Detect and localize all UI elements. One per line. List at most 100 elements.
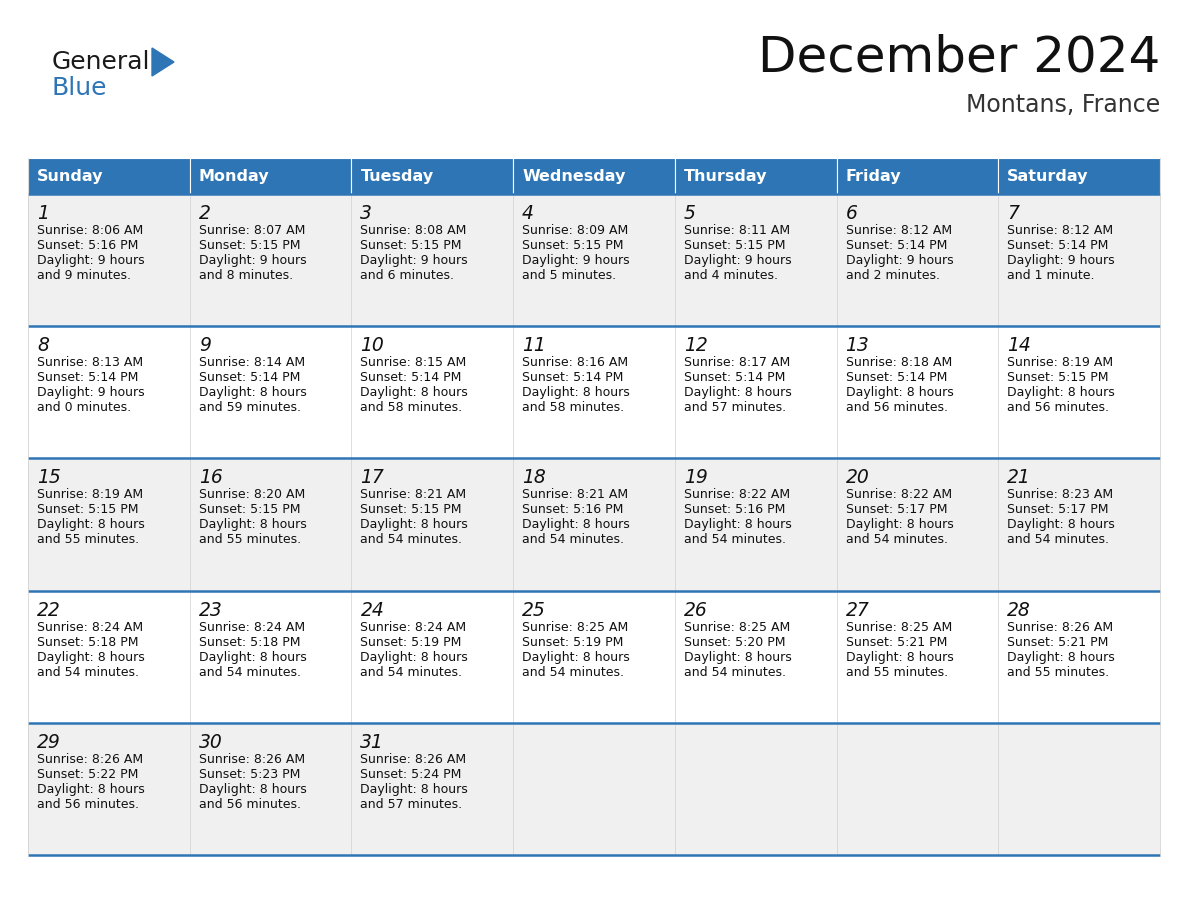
Text: and 54 minutes.: and 54 minutes. [1007, 533, 1110, 546]
Bar [836, 326, 998, 458]
Text: Daylight: 8 hours: Daylight: 8 hours [360, 783, 468, 796]
Text: Sunset: 5:15 PM: Sunset: 5:15 PM [523, 239, 624, 252]
Bar [190, 158, 352, 194]
Text: Sunrise: 8:07 AM: Sunrise: 8:07 AM [198, 224, 305, 237]
Text: Daylight: 8 hours: Daylight: 8 hours [37, 783, 145, 796]
Text: 29: 29 [37, 733, 61, 752]
Bar [998, 722, 1159, 855]
Text: 28: 28 [1007, 600, 1031, 620]
Text: Daylight: 8 hours: Daylight: 8 hours [1007, 519, 1116, 532]
Text: Sunrise: 8:26 AM: Sunrise: 8:26 AM [360, 753, 467, 766]
Text: and 54 minutes.: and 54 minutes. [37, 666, 139, 678]
Bar [513, 590, 675, 722]
Text: 7: 7 [1007, 204, 1019, 223]
Text: Sunrise: 8:22 AM: Sunrise: 8:22 AM [846, 488, 952, 501]
Bar [29, 158, 190, 194]
Text: Daylight: 9 hours: Daylight: 9 hours [37, 254, 145, 267]
Bar [352, 722, 513, 855]
Text: Sunset: 5:15 PM: Sunset: 5:15 PM [360, 503, 462, 517]
Bar [998, 326, 1159, 458]
Text: Sunset: 5:21 PM: Sunset: 5:21 PM [1007, 635, 1108, 649]
Text: 3: 3 [360, 204, 372, 223]
Text: 22: 22 [37, 600, 61, 620]
Text: Friday: Friday [846, 170, 902, 185]
Text: and 54 minutes.: and 54 minutes. [360, 666, 462, 678]
Text: Daylight: 8 hours: Daylight: 8 hours [684, 519, 791, 532]
Text: Sunrise: 8:25 AM: Sunrise: 8:25 AM [684, 621, 790, 633]
Text: Daylight: 8 hours: Daylight: 8 hours [198, 651, 307, 664]
Text: 11: 11 [523, 336, 546, 355]
Text: Sunset: 5:16 PM: Sunset: 5:16 PM [37, 239, 138, 252]
Text: 30: 30 [198, 733, 222, 752]
Text: December 2024: December 2024 [758, 34, 1159, 82]
Bar [675, 458, 836, 590]
Text: 16: 16 [198, 468, 222, 487]
Bar [190, 590, 352, 722]
Text: and 57 minutes.: and 57 minutes. [360, 798, 462, 811]
Text: Sunrise: 8:08 AM: Sunrise: 8:08 AM [360, 224, 467, 237]
Text: and 55 minutes.: and 55 minutes. [37, 533, 139, 546]
Text: Sunrise: 8:12 AM: Sunrise: 8:12 AM [846, 224, 952, 237]
Text: 10: 10 [360, 336, 384, 355]
Text: Sunrise: 8:20 AM: Sunrise: 8:20 AM [198, 488, 305, 501]
Bar [998, 158, 1159, 194]
Text: Sunset: 5:14 PM: Sunset: 5:14 PM [523, 371, 624, 385]
Text: Daylight: 8 hours: Daylight: 8 hours [360, 386, 468, 399]
Bar [29, 326, 190, 458]
Bar [836, 590, 998, 722]
Text: General: General [52, 50, 151, 74]
Text: Daylight: 8 hours: Daylight: 8 hours [1007, 651, 1116, 664]
Text: 31: 31 [360, 733, 384, 752]
Bar [675, 326, 836, 458]
Text: 19: 19 [684, 468, 708, 487]
Text: Montans, France: Montans, France [966, 93, 1159, 117]
Text: Sunset: 5:15 PM: Sunset: 5:15 PM [1007, 371, 1108, 385]
Bar [836, 458, 998, 590]
Bar [675, 158, 836, 194]
Text: 14: 14 [1007, 336, 1031, 355]
Bar [675, 722, 836, 855]
Text: 18: 18 [523, 468, 546, 487]
Text: Daylight: 8 hours: Daylight: 8 hours [523, 519, 630, 532]
Bar [352, 194, 513, 326]
Text: Daylight: 8 hours: Daylight: 8 hours [846, 651, 953, 664]
Text: and 54 minutes.: and 54 minutes. [523, 666, 624, 678]
Text: and 56 minutes.: and 56 minutes. [37, 798, 139, 811]
Text: Saturday: Saturday [1007, 170, 1088, 185]
Text: Sunset: 5:14 PM: Sunset: 5:14 PM [846, 239, 947, 252]
Text: Sunrise: 8:12 AM: Sunrise: 8:12 AM [1007, 224, 1113, 237]
Text: Daylight: 8 hours: Daylight: 8 hours [198, 386, 307, 399]
Bar [675, 590, 836, 722]
Bar [513, 158, 675, 194]
Text: Sunrise: 8:26 AM: Sunrise: 8:26 AM [37, 753, 143, 766]
Bar [29, 722, 190, 855]
Text: Sunset: 5:14 PM: Sunset: 5:14 PM [684, 371, 785, 385]
Bar [29, 458, 190, 590]
Text: Daylight: 8 hours: Daylight: 8 hours [684, 386, 791, 399]
Text: and 54 minutes.: and 54 minutes. [198, 666, 301, 678]
Text: 9: 9 [198, 336, 210, 355]
Text: and 54 minutes.: and 54 minutes. [846, 533, 948, 546]
Text: and 56 minutes.: and 56 minutes. [1007, 401, 1110, 414]
Text: Sunset: 5:16 PM: Sunset: 5:16 PM [684, 503, 785, 517]
Text: Sunset: 5:15 PM: Sunset: 5:15 PM [198, 239, 301, 252]
Bar [836, 158, 998, 194]
Text: 23: 23 [198, 600, 222, 620]
Text: Sunset: 5:15 PM: Sunset: 5:15 PM [198, 503, 301, 517]
Text: Sunrise: 8:19 AM: Sunrise: 8:19 AM [1007, 356, 1113, 369]
Text: Sunrise: 8:18 AM: Sunrise: 8:18 AM [846, 356, 952, 369]
Text: and 9 minutes.: and 9 minutes. [37, 269, 131, 282]
Bar [29, 590, 190, 722]
Text: Sunrise: 8:24 AM: Sunrise: 8:24 AM [198, 621, 305, 633]
Text: Sunset: 5:21 PM: Sunset: 5:21 PM [846, 635, 947, 649]
Text: Sunrise: 8:24 AM: Sunrise: 8:24 AM [37, 621, 143, 633]
Text: Daylight: 8 hours: Daylight: 8 hours [846, 386, 953, 399]
Text: and 55 minutes.: and 55 minutes. [846, 666, 948, 678]
Text: Sunset: 5:14 PM: Sunset: 5:14 PM [37, 371, 138, 385]
Text: Sunrise: 8:11 AM: Sunrise: 8:11 AM [684, 224, 790, 237]
Bar [513, 722, 675, 855]
Text: Sunset: 5:14 PM: Sunset: 5:14 PM [846, 371, 947, 385]
Text: Sunset: 5:19 PM: Sunset: 5:19 PM [360, 635, 462, 649]
Text: Sunrise: 8:26 AM: Sunrise: 8:26 AM [198, 753, 305, 766]
Text: 4: 4 [523, 204, 535, 223]
